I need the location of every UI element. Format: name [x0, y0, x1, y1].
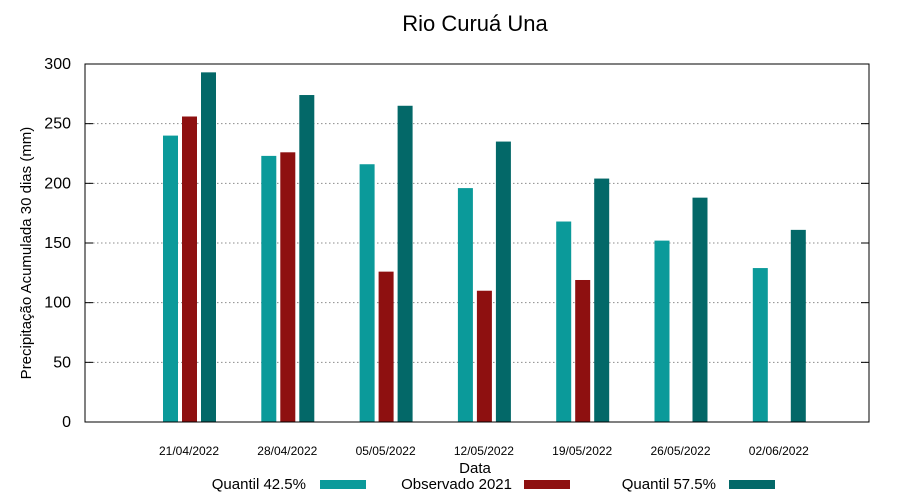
bar-series-1 — [261, 155, 277, 423]
y-tick-label: 0 — [62, 414, 71, 431]
legend-label: Observado 2021 — [401, 476, 512, 493]
y-axis-label: Precipitação Acumulada 30 dias (mm) — [18, 127, 35, 380]
chart-title: Rio Curuá Una — [402, 11, 548, 36]
x-tick-label: 02/06/2022 — [749, 444, 809, 458]
bar-series-3 — [201, 72, 216, 422]
y-tick-label: 100 — [44, 295, 71, 312]
y-tick-label: 300 — [44, 56, 71, 73]
x-tick-label: 21/04/2022 — [159, 444, 219, 458]
bar-series-2 — [476, 290, 492, 422]
bar-series-1 — [752, 268, 768, 422]
bar-series-2 — [575, 279, 591, 422]
x-tick-label: 12/05/2022 — [454, 444, 514, 458]
y-tick-labels: 0 50 100 150 200 250 300 — [44, 56, 71, 431]
legend-label: Quantil 57.5% — [622, 476, 716, 493]
y-tick-label: 50 — [53, 354, 71, 371]
legend-label: Quantil 42.5% — [212, 476, 306, 493]
legend-swatch — [320, 480, 366, 489]
x-tick-label: 05/05/2022 — [356, 444, 416, 458]
x-tick-labels: 21/04/2022 28/04/2022 05/05/2022 12/05/2022… — [159, 444, 809, 458]
y-tick-label: 200 — [44, 175, 71, 192]
plot-frame — [84, 63, 870, 423]
bars-layer — [163, 72, 806, 423]
bar-series-3 — [299, 95, 315, 422]
bar-series-1 — [457, 188, 473, 422]
bar-series-1 — [163, 135, 178, 422]
legend: Quantil 42.5% Observado 2021 Quantil 57.5% — [212, 476, 775, 493]
bar-series-2 — [280, 152, 296, 422]
bar-series-3 — [692, 197, 708, 422]
x-tick-label: 19/05/2022 — [552, 444, 612, 458]
bar-series-1 — [359, 164, 375, 423]
legend-swatch — [524, 480, 570, 489]
bar-series-3 — [495, 141, 511, 423]
bar-series-1 — [654, 240, 670, 422]
bar-series-2 — [378, 271, 394, 422]
bar-series-3 — [397, 105, 413, 423]
x-tick-label: 28/04/2022 — [257, 444, 317, 458]
y-tick-label: 250 — [44, 116, 71, 133]
bar-series-1 — [556, 221, 572, 422]
x-axis-label: Data — [459, 460, 491, 477]
x-tick-label: 26/05/2022 — [650, 444, 710, 458]
y-tick-label: 150 — [44, 235, 71, 252]
bar-series-3 — [790, 229, 806, 422]
bar-series-2 — [182, 116, 197, 423]
bar-series-3 — [594, 178, 610, 422]
legend-swatch — [729, 480, 775, 489]
